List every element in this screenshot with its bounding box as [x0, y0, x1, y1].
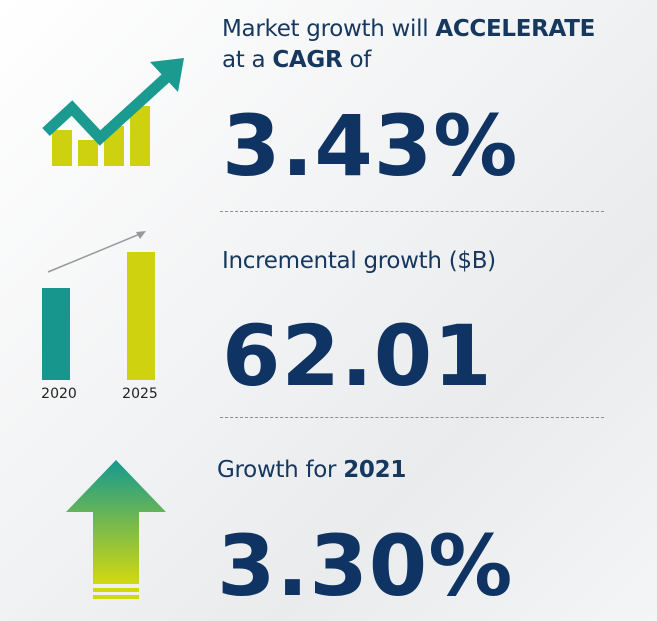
cagr-heading: Market growth will ACCELERATE at a CAGR … [222, 14, 595, 76]
growth-icon [42, 58, 184, 166]
yoy-value: 3.30% [217, 517, 514, 615]
divider [220, 211, 604, 212]
year-label: 2025 [122, 386, 158, 402]
cagr-value: 3.43% [222, 97, 519, 195]
divider [220, 417, 604, 418]
incremental-value: 62.01 [222, 307, 493, 405]
emphasis: 2021 [343, 457, 407, 483]
yoy-heading: Growth for 2021 [217, 455, 406, 486]
emphasis: ACCELERATE [435, 16, 596, 42]
year-label: 2020 [41, 386, 77, 402]
text: of [349, 47, 372, 73]
text: at a [222, 47, 266, 73]
bar-icon: 2020 2025 [41, 231, 158, 402]
text: Market growth will [222, 16, 429, 42]
emphasis: CAGR [272, 47, 343, 73]
incremental-heading: Incremental growth ($B) [222, 248, 496, 274]
text: Growth for [217, 457, 337, 483]
arrow-icon [66, 460, 166, 599]
